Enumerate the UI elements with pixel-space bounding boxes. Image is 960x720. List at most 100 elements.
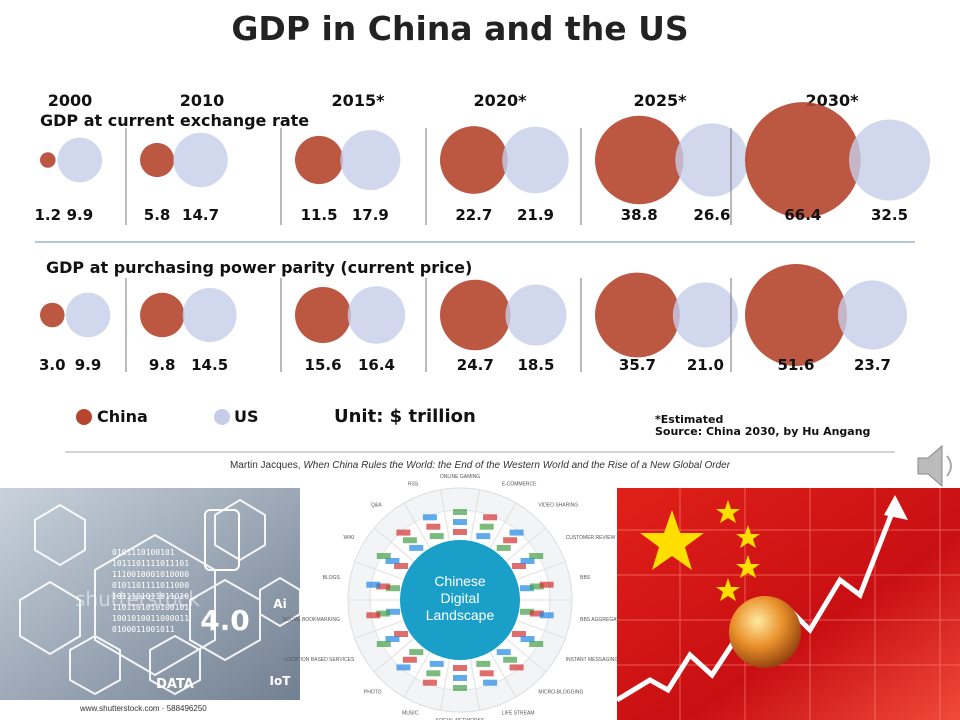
wheel-label: LIFE STREAM xyxy=(502,711,535,717)
value-label-us: 23.7 xyxy=(854,356,891,374)
bubble-us xyxy=(340,129,401,191)
wheel-divider xyxy=(469,489,480,541)
wheel-logo xyxy=(396,664,411,671)
bubble-us xyxy=(57,137,103,183)
wheel-divider xyxy=(516,561,566,580)
image-credit: www.shutterstock.com · 588496250 xyxy=(79,704,207,713)
wheel-logo xyxy=(476,660,491,667)
value-label-us: 21.0 xyxy=(687,356,724,374)
value-label-china: 5.8 xyxy=(144,206,171,224)
svg-text:1110010001010000: 1110010001010000 xyxy=(112,570,189,579)
year-label: 2020* xyxy=(474,91,528,110)
legend-us: US xyxy=(234,407,259,426)
citation-book: When China Rules the World: the End of t… xyxy=(303,460,730,471)
bubble-china xyxy=(40,302,65,328)
svg-text:1011101011011010: 1011101011011010 xyxy=(112,592,189,601)
title: GDP in China and the US xyxy=(231,9,688,48)
wheel-logo xyxy=(386,608,401,615)
value-label-china: 38.8 xyxy=(621,206,658,224)
wheel-label: MICRO-BLOGGING xyxy=(538,689,583,695)
wheel-logo xyxy=(376,641,391,647)
wheel-label: E-COMMERCE xyxy=(502,481,537,487)
tile-label: IoT xyxy=(270,674,292,688)
value-label-china: 9.8 xyxy=(149,356,176,374)
wheel-logo xyxy=(453,685,467,691)
year-label: 2015* xyxy=(332,91,386,110)
wheel-label: INSTANT MESSAGING xyxy=(566,657,619,663)
wheel-logo xyxy=(519,608,534,615)
wheel-label: BBS AGGREGATOR xyxy=(580,617,627,623)
wheel-logo xyxy=(366,612,381,619)
value-label-china: 15.6 xyxy=(305,356,342,374)
wheel-logo xyxy=(529,553,544,559)
value-label-china: 22.7 xyxy=(455,206,492,224)
wheel-logo xyxy=(509,664,524,671)
panel-label: GDP at current exchange rate xyxy=(40,111,309,130)
tile-label: Ai xyxy=(273,597,286,611)
bubble-china xyxy=(745,102,861,218)
svg-text:1101101010100101: 1101101010100101 xyxy=(112,603,189,612)
tile-label: DATA xyxy=(156,677,194,692)
wheel-logo xyxy=(529,641,544,647)
bubble-china xyxy=(595,115,684,205)
bubble-us xyxy=(505,284,567,346)
bubble-us xyxy=(672,282,738,348)
value-label-us: 9.9 xyxy=(67,206,94,224)
value-label-china: 11.5 xyxy=(301,206,338,224)
value-label-china: 66.4 xyxy=(784,206,821,224)
value-label-us: 18.5 xyxy=(517,356,554,374)
value-label-us: 14.5 xyxy=(191,356,228,374)
wheel-logo xyxy=(386,585,401,592)
legend-china: China xyxy=(97,407,148,426)
wheel-title: Landscape xyxy=(426,607,495,623)
wheel-logo xyxy=(426,670,441,677)
source: Source: China 2030, by Hu Angang xyxy=(655,425,870,438)
wheel-divider xyxy=(403,651,431,698)
note: *Estimated xyxy=(655,413,723,426)
panel-label: GDP at purchasing power parity (current … xyxy=(46,258,472,277)
bubble-us xyxy=(849,119,930,201)
value-label-us: 16.4 xyxy=(358,356,395,374)
wheel-logo xyxy=(479,670,494,677)
wheel-logo xyxy=(509,529,524,536)
wheel-logo xyxy=(511,631,526,637)
wheel-logo xyxy=(402,656,417,663)
wheel-divider xyxy=(489,502,517,549)
wheel-logo xyxy=(453,529,467,535)
value-label-us: 17.9 xyxy=(352,206,389,224)
value-label-us: 14.7 xyxy=(182,206,219,224)
value-label-us: 26.6 xyxy=(693,206,730,224)
wheel-label: PHOTO xyxy=(364,689,382,695)
wheel-logo xyxy=(496,649,511,656)
svg-text:0100011001011: 0100011001011 xyxy=(112,625,175,634)
value-label-china: 3.0 xyxy=(39,356,66,374)
wheel-logo xyxy=(422,514,437,521)
year-label: 2025* xyxy=(634,91,688,110)
wheel-logo xyxy=(496,544,511,551)
wheel-label: SOCIAL NETWORKS xyxy=(436,718,485,720)
china-growth-image xyxy=(615,488,960,720)
wheel-title: Chinese xyxy=(434,573,486,589)
svg-text:1011101111011101: 1011101111011101 xyxy=(112,559,189,568)
wheel-logo xyxy=(422,679,437,686)
wheel-logo xyxy=(376,583,391,590)
wheel-logo xyxy=(520,636,535,642)
wheel-label: CUSTOMER REVIEW xyxy=(566,535,616,541)
wheel-logo xyxy=(385,558,400,564)
bubble-us xyxy=(675,123,749,197)
wheel-logo xyxy=(394,563,409,569)
citation-author: Martin Jacques, xyxy=(230,460,303,471)
wheel-divider xyxy=(489,651,517,698)
wheel-logo xyxy=(529,610,544,617)
value-label-us: 9.9 xyxy=(75,356,102,374)
wheel-logo xyxy=(539,581,554,588)
wheel-logo xyxy=(366,581,381,588)
bubble-us xyxy=(502,126,569,194)
wheel-label: SOCIAL BOOKMARKING xyxy=(283,617,340,623)
bubble-china xyxy=(140,292,185,338)
value-label-china: 51.6 xyxy=(777,356,814,374)
speaker-icon xyxy=(917,444,952,488)
bubble-china xyxy=(440,126,508,194)
bubble-china xyxy=(745,263,848,367)
